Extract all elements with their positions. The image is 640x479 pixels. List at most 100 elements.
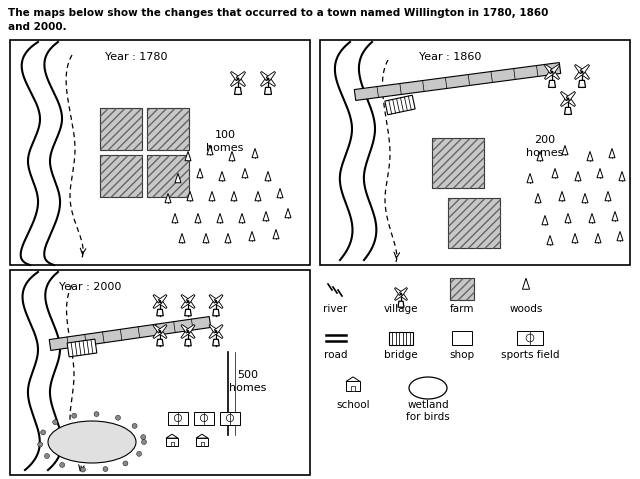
Text: Year : 2000: Year : 2000 — [59, 282, 121, 292]
Polygon shape — [255, 192, 261, 201]
Text: woods: woods — [509, 304, 543, 314]
Polygon shape — [545, 65, 554, 74]
Polygon shape — [522, 278, 529, 289]
Circle shape — [400, 293, 402, 295]
Polygon shape — [203, 233, 209, 243]
Bar — [147, 108, 189, 150]
Polygon shape — [285, 208, 291, 218]
Polygon shape — [572, 233, 578, 243]
Polygon shape — [542, 216, 548, 225]
Polygon shape — [399, 293, 408, 300]
Polygon shape — [230, 77, 240, 87]
Circle shape — [60, 462, 65, 468]
Polygon shape — [265, 171, 271, 181]
Polygon shape — [562, 146, 568, 155]
Bar — [147, 155, 189, 197]
Bar — [147, 108, 189, 150]
Polygon shape — [580, 65, 589, 74]
Circle shape — [136, 451, 141, 456]
Polygon shape — [196, 434, 208, 438]
Text: shop: shop — [449, 350, 475, 360]
Polygon shape — [225, 233, 231, 243]
Polygon shape — [399, 287, 408, 296]
Polygon shape — [242, 169, 248, 178]
Text: wetland
for birds: wetland for birds — [406, 400, 450, 422]
Circle shape — [215, 331, 217, 332]
Bar — [100, 108, 142, 150]
Polygon shape — [234, 87, 241, 94]
Bar — [320, 40, 630, 265]
Circle shape — [38, 442, 43, 447]
Circle shape — [159, 331, 161, 332]
Polygon shape — [389, 331, 413, 344]
Bar — [448, 198, 500, 248]
Bar — [168, 411, 188, 424]
Polygon shape — [214, 330, 223, 339]
Bar — [351, 387, 355, 390]
Polygon shape — [157, 339, 163, 346]
Polygon shape — [175, 173, 181, 183]
Polygon shape — [559, 192, 565, 201]
Polygon shape — [207, 146, 213, 155]
Polygon shape — [153, 325, 162, 333]
Circle shape — [52, 420, 58, 425]
Polygon shape — [263, 211, 269, 221]
Polygon shape — [260, 77, 270, 87]
Text: and 2000.: and 2000. — [8, 22, 67, 32]
Text: village: village — [384, 304, 419, 314]
Bar — [346, 381, 360, 390]
Polygon shape — [219, 171, 225, 181]
Polygon shape — [565, 214, 571, 223]
Polygon shape — [579, 80, 586, 87]
Polygon shape — [260, 71, 270, 81]
Polygon shape — [197, 169, 203, 178]
Polygon shape — [566, 91, 575, 101]
Polygon shape — [186, 325, 195, 333]
Circle shape — [551, 71, 553, 73]
Polygon shape — [527, 173, 533, 183]
Text: 100
homes: 100 homes — [206, 130, 244, 153]
Polygon shape — [186, 330, 195, 339]
Bar — [100, 155, 142, 197]
Text: sports field: sports field — [500, 350, 559, 360]
Polygon shape — [181, 300, 189, 308]
Polygon shape — [545, 70, 554, 80]
Polygon shape — [153, 330, 162, 339]
Circle shape — [237, 78, 239, 80]
Polygon shape — [552, 169, 558, 178]
Polygon shape — [561, 97, 570, 106]
Polygon shape — [187, 192, 193, 201]
Text: 500
homes: 500 homes — [229, 370, 267, 393]
Circle shape — [159, 300, 161, 303]
Polygon shape — [395, 287, 403, 296]
Polygon shape — [564, 107, 572, 114]
Bar — [166, 438, 178, 446]
Polygon shape — [605, 192, 611, 201]
Bar — [432, 138, 484, 188]
Polygon shape — [550, 70, 559, 80]
Polygon shape — [619, 171, 625, 181]
Polygon shape — [157, 309, 163, 316]
Polygon shape — [231, 192, 237, 201]
Circle shape — [44, 454, 49, 458]
Bar — [220, 411, 240, 424]
Polygon shape — [595, 233, 601, 243]
Text: The maps below show the changes that occurred to a town named Willington in 1780: The maps below show the changes that occ… — [8, 8, 548, 18]
Polygon shape — [158, 325, 167, 333]
Text: farm: farm — [450, 304, 474, 314]
Circle shape — [40, 430, 45, 435]
Polygon shape — [575, 65, 584, 74]
Circle shape — [81, 467, 86, 472]
Text: bridge: bridge — [384, 350, 418, 360]
Polygon shape — [230, 71, 240, 81]
Circle shape — [103, 467, 108, 471]
Polygon shape — [575, 70, 584, 80]
Bar — [194, 411, 214, 424]
Polygon shape — [580, 70, 589, 80]
Polygon shape — [582, 194, 588, 203]
Polygon shape — [612, 211, 618, 221]
Circle shape — [123, 461, 128, 466]
Circle shape — [187, 331, 189, 332]
Polygon shape — [249, 231, 255, 241]
Polygon shape — [172, 214, 178, 223]
